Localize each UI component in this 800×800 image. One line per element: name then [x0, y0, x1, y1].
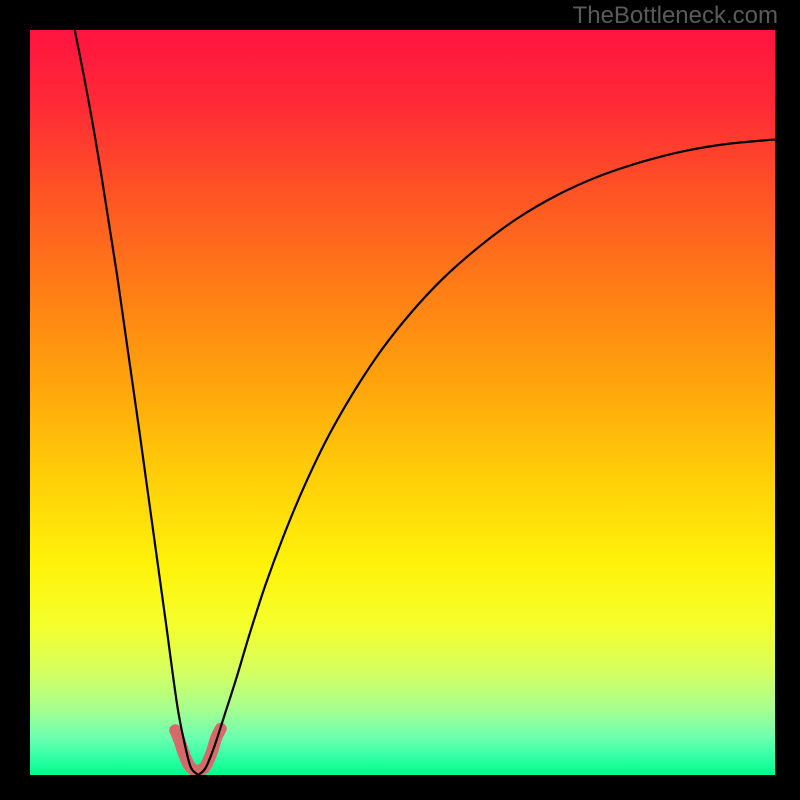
watermark-text: TheBottleneck.com	[573, 2, 778, 30]
left-curve	[75, 30, 199, 775]
curve-layer	[30, 30, 775, 775]
right-curve	[198, 140, 775, 775]
plot-area	[30, 30, 775, 775]
chart-container: { "canvas": { "width": 800, "height": 80…	[0, 0, 800, 800]
